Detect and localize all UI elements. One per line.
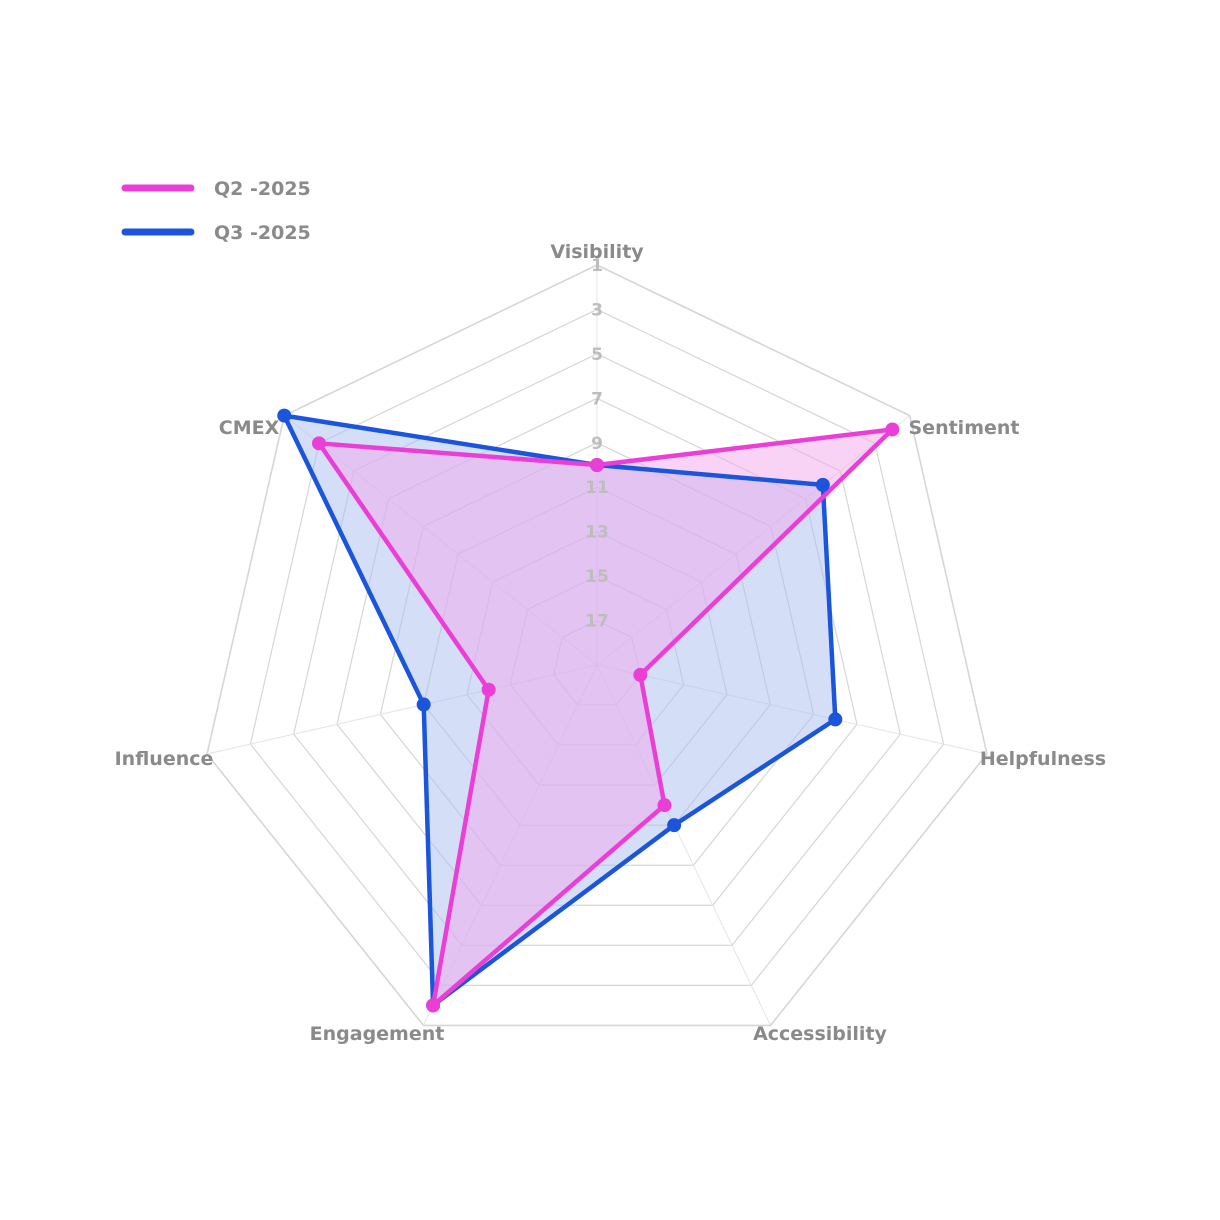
axis-label-accessibility: Accessibility	[753, 1023, 887, 1045]
series-point-0-accessibility	[657, 798, 672, 813]
tick-label-11: 11	[585, 478, 609, 498]
legend: Q2 -2025 Q3 -2025	[121, 178, 311, 244]
axis-label-helpfulness: Helpfulness	[980, 748, 1106, 770]
tick-label-3: 3	[591, 300, 603, 320]
series-point-1-influence	[416, 697, 431, 712]
series-point-0-visibility	[590, 458, 604, 472]
legend-item-1[interactable]: Q3 -2025	[121, 222, 311, 244]
series-layer	[277, 408, 900, 1013]
legend-label: Q2 -2025	[214, 178, 311, 200]
axis-label-visibility: Visibility	[550, 241, 644, 263]
tick-label-13: 13	[585, 523, 609, 543]
series-point-0-influence	[481, 682, 496, 697]
axis-label-sentiment: Sentiment	[909, 417, 1020, 439]
series-point-1-helpfulness	[828, 712, 843, 727]
axis-label-influence: Influence	[115, 748, 214, 770]
series-point-1-cmex	[277, 408, 292, 423]
tick-label-5: 5	[591, 345, 603, 365]
series-point-0-cmex	[312, 436, 327, 451]
series-point-0-helpfulness	[633, 667, 648, 682]
grid-ring-1	[206, 264, 988, 1027]
series-point-0-sentiment	[885, 422, 900, 437]
axis-label-engagement: Engagement	[310, 1023, 445, 1045]
series-area-0	[319, 429, 893, 1006]
tick-label-17: 17	[585, 612, 609, 632]
tick-label-7: 7	[591, 389, 603, 409]
axis-labels: Visibility Sentiment Helpfulness Accessibil…	[115, 241, 1107, 1045]
legend-item-0[interactable]: Q2 -2025	[121, 178, 311, 200]
series-line-1	[282, 413, 838, 1008]
tick-label-15: 15	[585, 567, 609, 587]
grid-ring-3	[249, 308, 945, 986]
series-point-1-sentiment	[815, 477, 830, 492]
series-line-0	[316, 427, 895, 1008]
series-point-0-engagement	[426, 998, 441, 1013]
series-point-1-accessibility	[667, 818, 682, 833]
tick-label-1: 1	[591, 256, 603, 276]
legend-label: Q3 -2025	[214, 222, 311, 244]
axis-label-cmex: CMEX	[219, 417, 280, 439]
tick-label-9: 9	[591, 434, 603, 454]
